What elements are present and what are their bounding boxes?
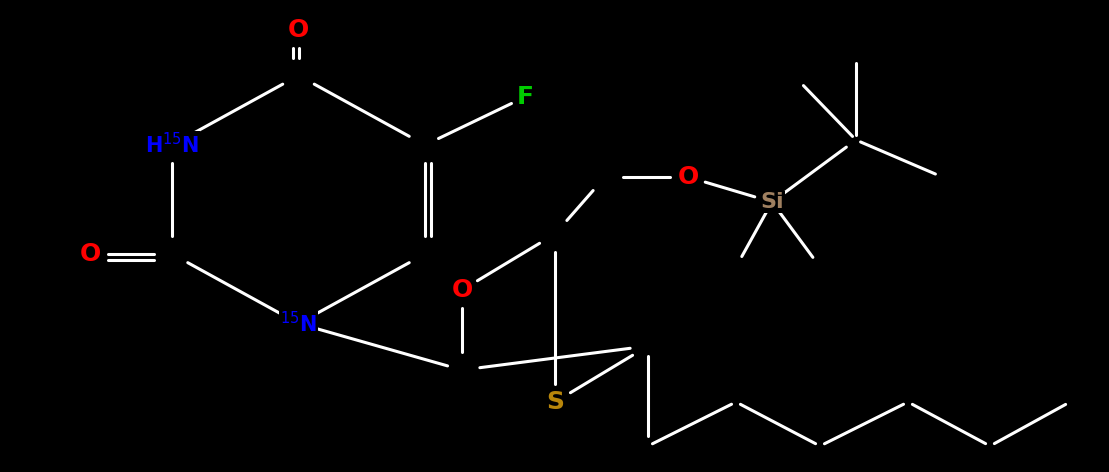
Text: H$^{15}$N: H$^{15}$N <box>145 133 200 158</box>
Text: Si: Si <box>760 192 784 212</box>
Text: S: S <box>546 390 564 414</box>
Text: O: O <box>288 18 309 42</box>
Text: O: O <box>451 278 472 302</box>
Text: O: O <box>80 242 101 266</box>
Text: $^{15}$N: $^{15}$N <box>281 311 317 336</box>
Text: F: F <box>517 85 533 109</box>
Text: O: O <box>678 165 699 189</box>
